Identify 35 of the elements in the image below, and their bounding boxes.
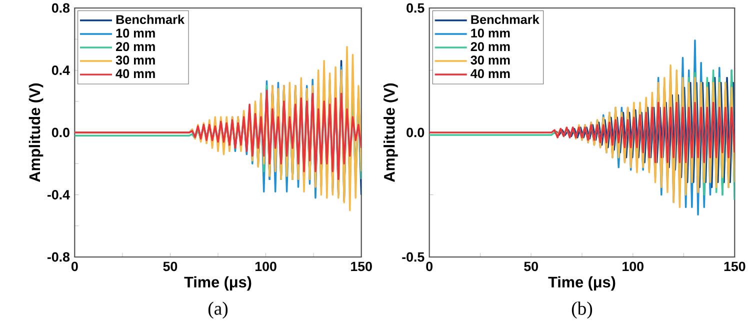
line-series	[554, 64, 735, 208]
x-tick-label: 0	[71, 262, 78, 272]
y-axis-title: Amplitude (V)	[384, 83, 398, 182]
x-tick-label: 50	[163, 262, 178, 272]
x-tick-label: 150	[724, 262, 746, 272]
x-tick-label: 150	[351, 262, 372, 272]
x-tick-label: 100	[255, 262, 276, 272]
legend-label: 10 mm	[116, 28, 155, 38]
line-series	[429, 102, 735, 164]
text: (a)	[208, 302, 228, 319]
y-tick-label: -0.5	[402, 252, 424, 262]
text: (b)	[572, 302, 592, 319]
x-axis-title: Time (μs)	[548, 276, 616, 291]
line-series	[74, 90, 362, 180]
y-tick-label: 0.0	[406, 128, 424, 138]
y-tick-label: 0.8	[52, 3, 70, 13]
legend-label: Benchmark	[116, 14, 185, 24]
y-tick-label: 0.4	[52, 66, 70, 75]
legend-label: 40 mm	[116, 69, 155, 78]
x-tick-label: 100	[622, 262, 644, 272]
y-tick-label: -0.4	[48, 190, 70, 200]
legend-label: 20 mm	[470, 42, 510, 52]
legend-label: 40 mm	[470, 69, 510, 78]
legend-label: 10 mm	[471, 28, 510, 38]
legend-label: 30 mm	[116, 56, 155, 65]
x-tick-label: 50	[524, 262, 538, 272]
legend-label: 30 mm	[470, 56, 510, 65]
y-tick-label: -0.8	[48, 252, 70, 262]
x-axis-title: Time (μs)	[184, 276, 252, 291]
legend-label: Benchmark	[471, 14, 540, 24]
legend-label: 20 mm	[116, 42, 155, 52]
y-tick-label: 0.5	[406, 3, 424, 13]
y-axis-title: Amplitude (V)	[28, 83, 44, 182]
y-tick-label: 0.0	[52, 128, 70, 138]
x-tick-label: 0	[426, 262, 433, 272]
